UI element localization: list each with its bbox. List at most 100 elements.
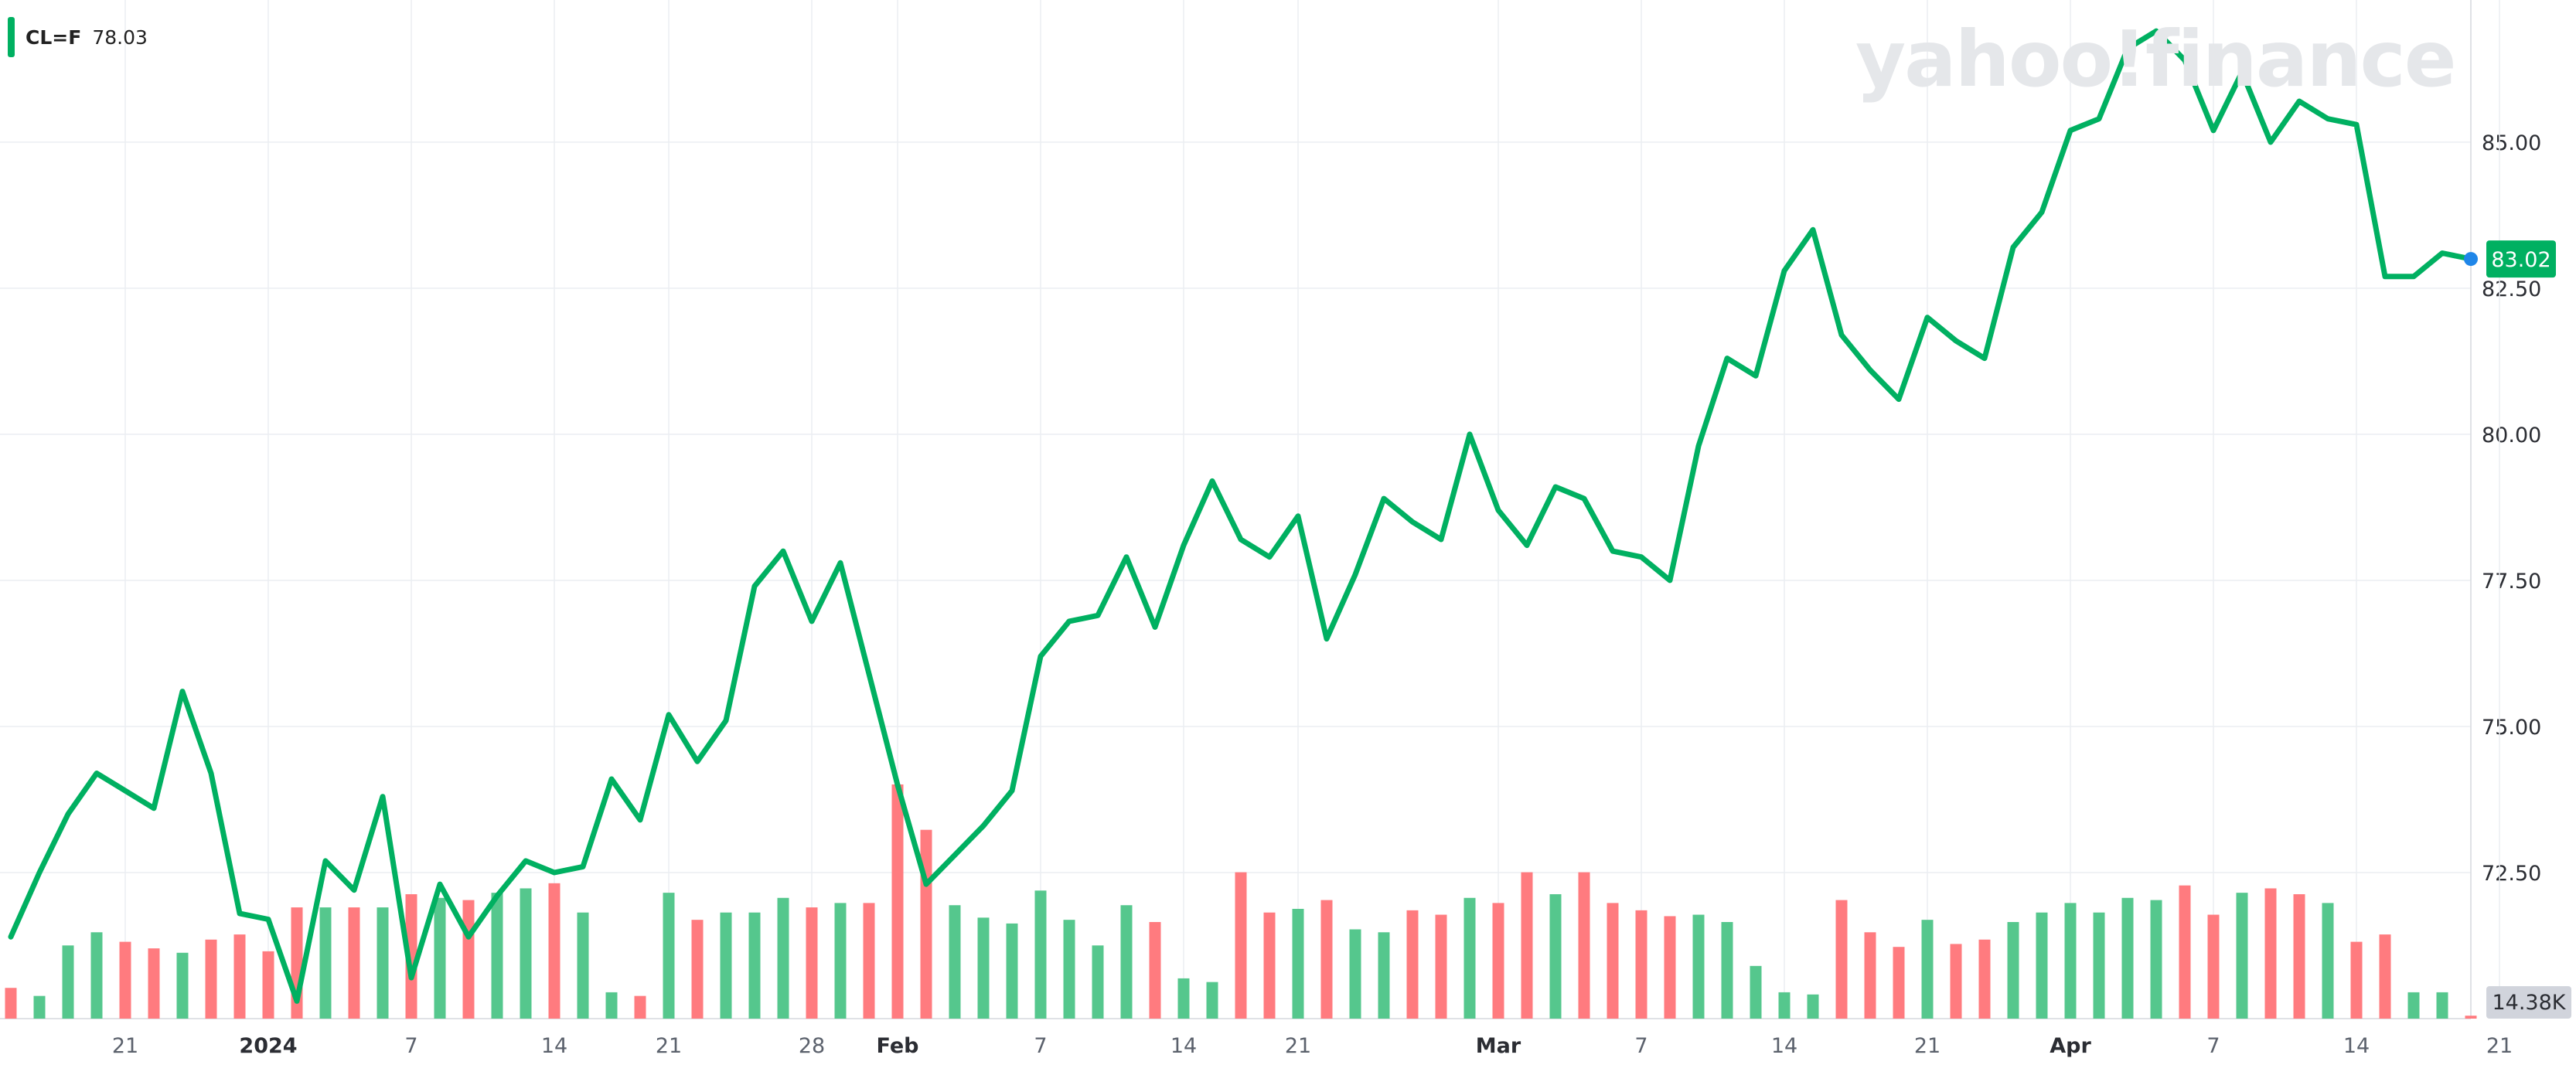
volume-bar	[977, 917, 990, 1019]
volume-bar	[1149, 922, 1161, 1019]
volume-bar	[491, 893, 503, 1019]
volume-bar	[1921, 920, 1934, 1019]
volume-bar	[1378, 932, 1390, 1019]
volume-bar	[2207, 914, 2220, 1019]
volume-bar	[520, 888, 532, 1019]
volume-bar	[148, 948, 160, 1019]
volume-bar	[1607, 903, 1619, 1019]
x-tick-label: 28	[799, 1034, 825, 1058]
last-price-marker	[2464, 252, 2478, 267]
volume-bar	[1950, 944, 1962, 1019]
legend-swatch	[8, 17, 15, 57]
x-tick-label: 2024	[239, 1034, 297, 1058]
y-tick-label: 85.00	[2482, 131, 2541, 155]
volume-bar	[1320, 900, 1333, 1019]
y-tick-label: 75.00	[2482, 716, 2541, 740]
volume-bar	[2121, 897, 2134, 1019]
volume-bar	[5, 988, 17, 1019]
x-tick-label: 21	[656, 1034, 682, 1058]
volume-bar	[2036, 912, 2048, 1019]
x-tick-label: 7	[2206, 1034, 2220, 1058]
legend-value: 78.03	[92, 26, 148, 49]
volume-bar	[462, 900, 475, 1019]
volume-bar	[2379, 934, 2391, 1019]
volume-bar	[663, 893, 675, 1019]
volume-bar	[1092, 945, 1104, 1019]
volume-badge	[2486, 986, 2571, 1019]
y-tick-label: 82.50	[2482, 277, 2541, 301]
volume-bar	[806, 907, 818, 1019]
volume-bar	[205, 939, 217, 1019]
volume-bar	[1978, 939, 1991, 1019]
volume-bar	[90, 932, 103, 1019]
volume-bar	[2436, 992, 2448, 1019]
x-tick-label: 7	[404, 1034, 417, 1058]
volume-bar	[2179, 885, 2191, 1019]
volume-bar	[262, 951, 274, 1019]
volume-bar	[2293, 894, 2305, 1019]
volume-bar	[1578, 872, 1590, 1019]
volume-bar	[176, 952, 189, 1019]
volume-bar	[2150, 900, 2162, 1019]
volume-bar	[548, 883, 561, 1019]
x-tick-label: Feb	[877, 1034, 919, 1058]
volume-bar	[634, 995, 646, 1019]
volume-bar	[348, 907, 360, 1019]
volume-bar	[1206, 982, 1218, 1019]
volume-bar	[377, 907, 389, 1019]
legend[interactable]: CL=F 78.03	[8, 15, 148, 59]
volume-bar	[405, 894, 417, 1019]
x-tick-label: 14	[2343, 1034, 2370, 1058]
x-tick-label: 14	[541, 1034, 567, 1058]
volume-bar	[1463, 897, 1476, 1019]
volume-bar	[1492, 903, 1504, 1019]
volume-bar	[2064, 903, 2077, 1019]
x-tick-label: 7	[1634, 1034, 1647, 1058]
volume-bar	[2350, 941, 2363, 1019]
volume-bar	[1778, 992, 1791, 1019]
volume-bar	[834, 903, 847, 1019]
volume-bar	[1120, 905, 1133, 1019]
volume-bar	[1664, 916, 1676, 1019]
volume-bar	[1406, 910, 1419, 1019]
volume-bar	[2465, 1016, 2477, 1019]
y-tick-label: 77.50	[2482, 570, 2541, 594]
x-tick-label: Mar	[1476, 1034, 1521, 1058]
volume-bar	[1235, 872, 1247, 1019]
watermark: yahoo!finance	[1855, 14, 2457, 104]
volume-bar	[1435, 914, 1447, 1019]
volume-bar	[577, 912, 589, 1019]
volume-bar	[1349, 929, 1361, 1019]
volume-bar	[1549, 894, 1562, 1019]
price-badge-label: 83.02	[2491, 248, 2550, 272]
volume-bar	[119, 941, 131, 1019]
volume-bar	[2007, 922, 2019, 1019]
volume-bar	[863, 903, 875, 1019]
volume-bar	[2407, 992, 2420, 1019]
volume-bar	[891, 784, 904, 1019]
volume-bar	[1034, 890, 1047, 1019]
volume-bar	[691, 920, 704, 1019]
volume-bar	[434, 897, 446, 1019]
volume-bar	[1721, 922, 1733, 1019]
volume-bar	[1521, 872, 1533, 1019]
x-tick-label: 21	[2486, 1034, 2513, 1058]
volume-bar	[62, 945, 74, 1019]
volume-bar	[33, 995, 46, 1019]
x-tick-label: 21	[1285, 1034, 1311, 1058]
volume-bar	[2236, 893, 2248, 1019]
volume-bar	[1292, 908, 1304, 1019]
volume-bar	[1893, 947, 1905, 1019]
volume-bar	[319, 907, 332, 1019]
volume-bar	[949, 905, 961, 1019]
volume-bar	[1063, 920, 1075, 1019]
volume-bar	[1692, 914, 1705, 1019]
volume-bar	[605, 992, 618, 1019]
volume-bar	[720, 912, 732, 1019]
volume-bar	[2322, 903, 2334, 1019]
legend-symbol: CL=F	[26, 26, 82, 49]
volume-bar	[748, 912, 761, 1019]
volume-bar	[1177, 978, 1190, 1019]
y-tick-label: 80.00	[2482, 424, 2541, 447]
